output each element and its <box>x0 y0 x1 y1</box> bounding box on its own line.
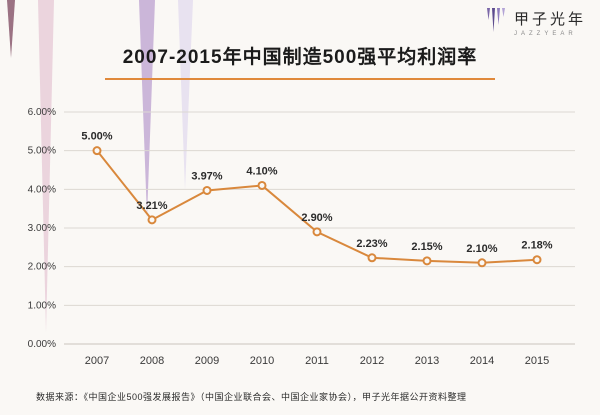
jazzyear-logo-text: 甲子光年 JAZZYEAR <box>514 8 586 37</box>
data-point <box>477 258 487 268</box>
jazzyear-logo-icon <box>486 8 505 32</box>
y-grid: 0.00% 1.00% 2.00% 3.00% 4.00% 5.00% 6.00% <box>28 107 575 350</box>
page-title: 2007-2015年中国制造500强平均利润率 <box>104 42 496 80</box>
line-chart-svg: 0.00% 1.00% 2.00% 3.00% 4.00% 5.00% 6.00% 5.00%… <box>28 107 575 367</box>
data-label: 2.10% <box>466 243 497 255</box>
data-label: 5.00% <box>81 131 112 143</box>
data-point <box>532 255 542 265</box>
y-tick-label: 1.00% <box>28 300 56 311</box>
data-label: 2.18% <box>521 240 552 252</box>
x-tick-label: 2012 <box>360 355 384 367</box>
y-tick-label: 4.00% <box>28 184 56 195</box>
x-tick-label: 2008 <box>140 355 164 367</box>
data-point <box>422 256 432 266</box>
logo-name: 甲子光年 <box>513 12 586 28</box>
y-tick-label: 5.00% <box>28 146 56 157</box>
data-label: 3.97% <box>191 170 222 182</box>
jazzyear-logo: 甲子光年 JAZZYEAR <box>486 8 586 37</box>
x-tick-label: 2011 <box>305 355 329 367</box>
x-tick-label: 2009 <box>195 355 219 367</box>
x-tick-label: 2013 <box>415 355 439 367</box>
y-tick-label: 2.00% <box>28 262 56 273</box>
x-tick-label: 2010 <box>250 355 274 367</box>
chart-header: 2007-2015年中国制造500强平均利润率 <box>0 42 600 80</box>
line-chart: 0.00% 1.00% 2.00% 3.00% 4.00% 5.00% 6.00% 5.00%… <box>0 92 600 377</box>
y-tick-label: 0.00% <box>28 339 56 350</box>
logo-subtitle: JAZZYEAR <box>513 31 577 37</box>
data-point <box>92 146 102 156</box>
data-label: 2.90% <box>301 212 332 224</box>
x-tick-label: 2007 <box>85 355 109 367</box>
data-label: 2.15% <box>411 241 442 253</box>
data-point <box>257 180 267 190</box>
data-label: 3.21% <box>136 200 167 212</box>
data-point <box>367 253 377 263</box>
y-tick-label: 3.00% <box>28 223 56 234</box>
data-point <box>202 185 212 195</box>
data-label: 2.23% <box>356 238 387 250</box>
source-note: 数据来源：《中国企业500强发展报告》（中国企业联合会、中国企业家协会），甲子光… <box>36 392 467 402</box>
x-tick-label: 2015 <box>525 355 549 367</box>
y-tick-label: 6.00% <box>28 107 56 118</box>
data-point <box>147 215 157 225</box>
x-tick-label: 2014 <box>470 355 494 367</box>
data-point <box>312 227 322 237</box>
data-label: 4.10% <box>246 165 277 177</box>
